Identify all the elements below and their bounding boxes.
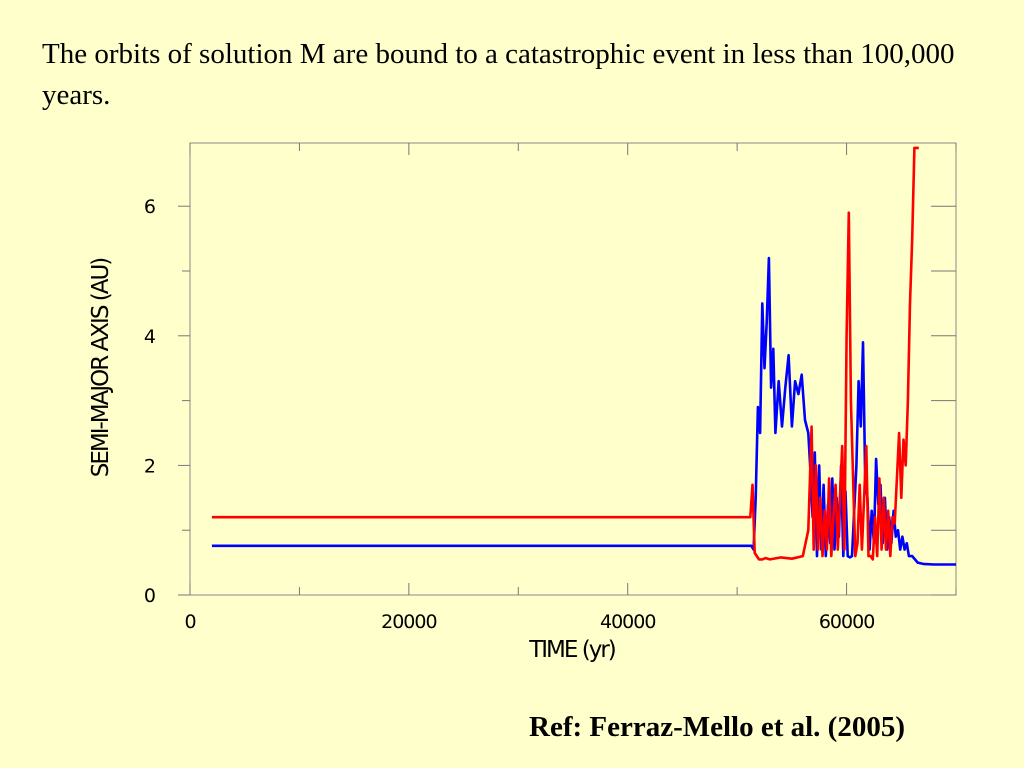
y-axis-title: SEMI-MAJOR AXIS (AU): [88, 259, 114, 478]
x-tick-label: 0: [184, 611, 195, 633]
axis-ticks: [178, 143, 957, 596]
red-series-line: [211, 146, 919, 561]
axis-tick-labels: 0 20000 40000 60000 0 2 4 6: [144, 196, 875, 633]
x-tick-label: 20000: [381, 611, 436, 633]
y-tick-label: 0: [144, 585, 155, 607]
x-tick-label: 40000: [600, 611, 655, 633]
x-tick-label: 60000: [819, 611, 874, 633]
series-layer: [211, 146, 956, 566]
slide-intro-text: The orbits of solution M are bound to a …: [42, 38, 955, 111]
y-tick-label: 2: [144, 455, 155, 477]
reference-citation: Ref: Ferraz-Mello et al. (2005): [529, 711, 905, 743]
plot-frame: [189, 142, 957, 596]
y-tick-label: 6: [144, 196, 155, 218]
y-tick-label: 4: [144, 326, 156, 348]
x-axis-title: TIME (yr): [528, 637, 615, 663]
